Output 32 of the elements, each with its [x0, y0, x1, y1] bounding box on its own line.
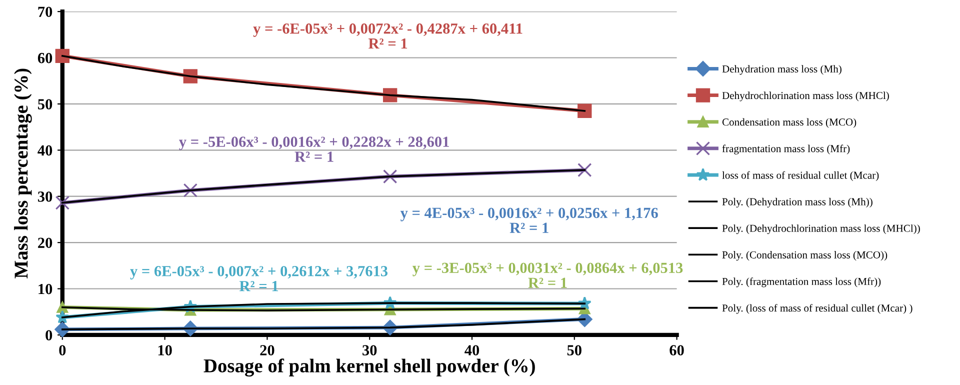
legend-label: fragmentation mass loss (Mfr): [722, 144, 850, 154]
legend-label: Dehydrochlorination mass loss (MHCl): [722, 92, 889, 102]
y-tick-label: 10: [38, 284, 52, 294]
y-tick-label: 40: [38, 145, 52, 156]
legend-label: Poly. (loss of mass of residual cullet (Mcar) ): [722, 304, 912, 314]
annotation: y = -6E-05x³ + 0,0072x² - 0,4287x + 60,411 R² = 1: [253, 23, 522, 49]
x-tick-label: 50: [567, 345, 582, 356]
x-tick-label: 30: [362, 345, 377, 356]
y-tick-label: 50: [38, 99, 52, 110]
annotation: y = 4E-05x³ - 0,0016x² + 0,0256x + 1,176 R² = 1: [400, 208, 658, 233]
x-tick-label: 10: [158, 345, 172, 356]
legend-label: Poly. (Dehydrochlorination mass loss (MHCl)): [722, 224, 920, 234]
y-tick-label: 30: [38, 191, 52, 202]
legend-label: loss of mass of residual cullet (Mcar): [722, 171, 879, 181]
y-tick-label: 60: [38, 52, 52, 64]
x-axis-title: Dosage of palm kernel shell powder (%): [204, 358, 535, 377]
y-tick-label: 70: [38, 6, 52, 17]
x-tick-label: 40: [464, 345, 480, 356]
x-tick-label: 20: [260, 345, 274, 356]
legend-label: Dehydration mass loss (Mh): [722, 65, 842, 75]
legend-label: Poly. (Condensation mass loss (MCO)): [722, 251, 888, 261]
y-axis-title: Mass loss percentage (%): [14, 68, 32, 278]
annotation: y = -3E-05x³ + 0,0031x² - 0,0864x + 6,0513 R² = 1: [412, 262, 683, 288]
legend-label: Condensation mass loss (MCO): [722, 118, 856, 128]
y-tick-label: 0: [46, 330, 52, 340]
x-tick-label: 60: [670, 345, 684, 356]
annotation: y = -5E-06x³ - 0,0016x² + 0,2282x + 28,601 R² = 1: [179, 136, 449, 162]
x-tick-label: 0: [59, 345, 66, 356]
annotation: y = 6E-05x³ - 0,007x² + 0,2612x + 3,7613 R² = 1: [130, 266, 388, 292]
legend-label: Poly. (Dehydration mass loss (Mh)): [722, 198, 872, 208]
legend-label: Poly. (fragmentation mass loss (Mfr)): [722, 278, 881, 288]
y-tick-label: 20: [38, 238, 52, 248]
